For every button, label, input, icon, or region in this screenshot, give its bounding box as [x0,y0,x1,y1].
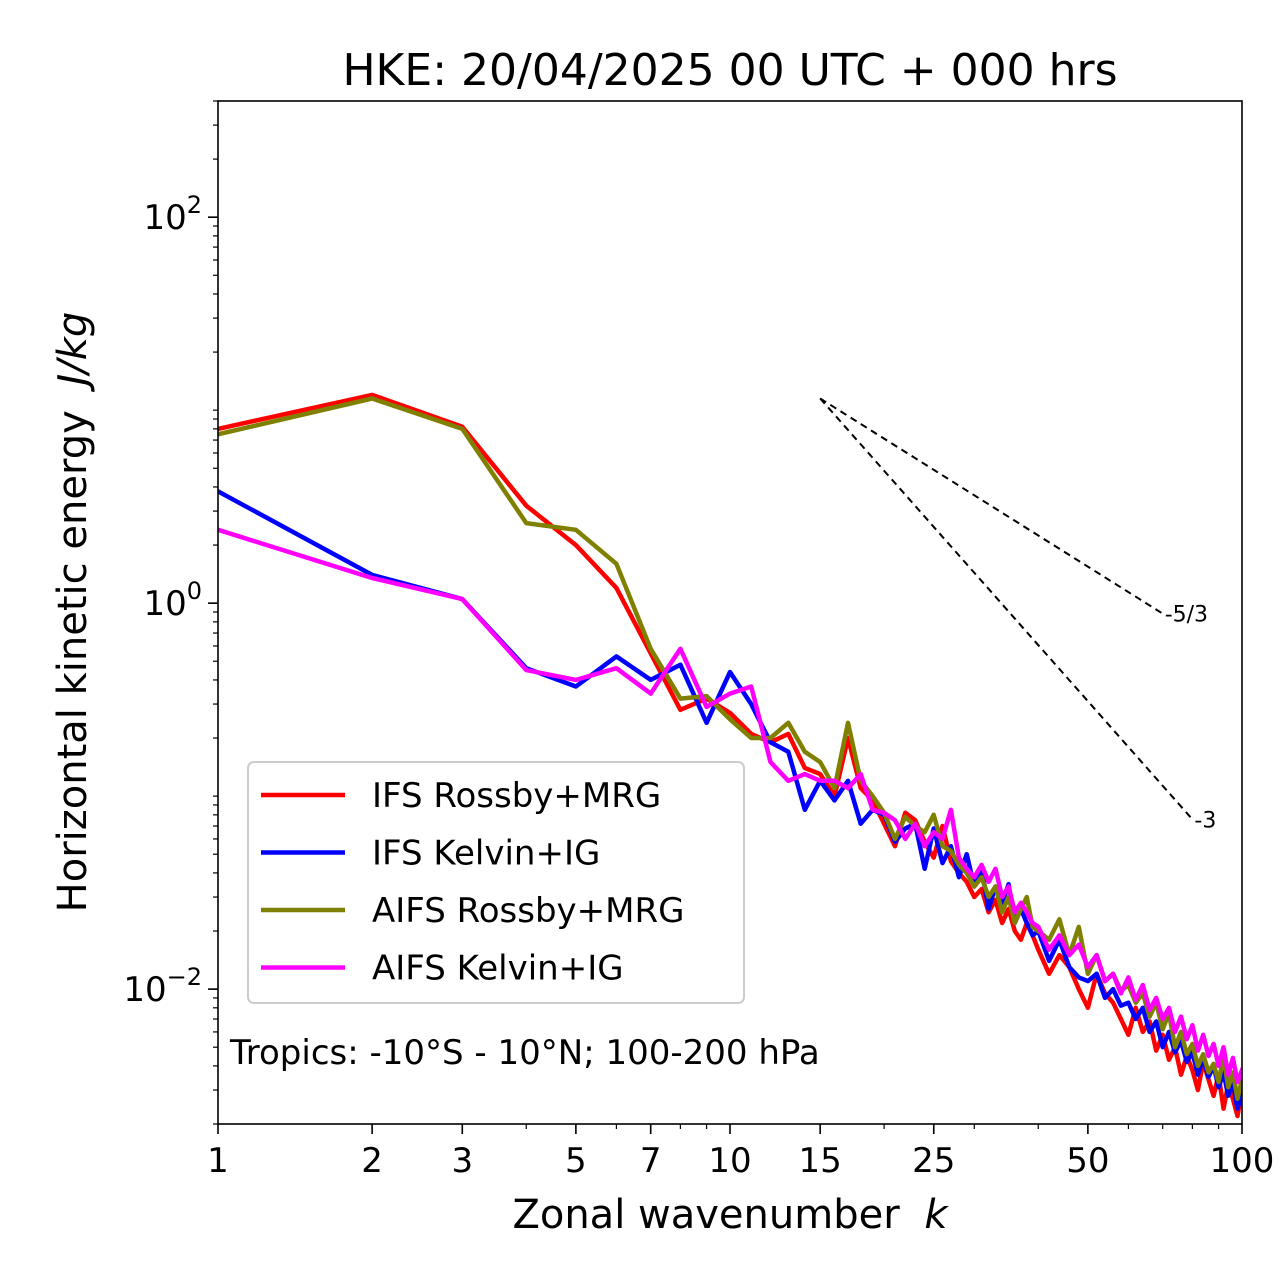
x-axis-label-text: Zonal wavenumber [512,1192,900,1238]
x-tick-label: 7 [640,1141,662,1181]
legend: IFS Rossby+MRG IFS Kelvin+IG AIFS Rossby+M… [247,761,745,1004]
reference-slope-line [819,397,1164,615]
legend-label: AIFS Rossby+MRG [372,891,684,931]
axis-ticks [208,100,1243,1134]
legend-label: IFS Kelvin+IG [372,834,600,874]
x-tick-label: 2 [361,1141,383,1181]
x-axis-label: Zonal wavenumber k [512,1192,949,1238]
y-axis-label-units: J/kg [50,312,96,393]
x-tick-label: 25 [912,1141,955,1181]
y-tick-label: 10−2 [123,963,202,1010]
x-tick-label: 15 [799,1141,842,1181]
x-tick-labels: 1 2 3 5 7 10 15 25 50 100 [207,1141,1274,1181]
reference-slope-label: -3 [1194,808,1216,833]
x-tick-label: 50 [1066,1141,1109,1181]
x-tick-label: 3 [451,1141,473,1181]
series-line [218,527,1242,1085]
legend-label: IFS Rossby+MRG [372,776,661,816]
x-tick-label: 100 [1210,1141,1275,1181]
x-tick-label: 10 [708,1141,751,1181]
series-lines [218,392,1242,1119]
legend-label: AIFS Kelvin+IG [372,949,624,989]
series-line [218,396,1242,1102]
y-tick-label: 102 [143,191,202,238]
y-axis-label-text: Horizontal kinetic energy [50,410,96,912]
chart-title: HKE: 20/04/2025 00 UTC + 000 hrs [342,45,1117,96]
region-annotation: Tropics: -10°S - 10°N; 100-200 hPa [229,1033,820,1073]
plot-frame [217,100,1243,1125]
reference-slope-line [819,397,1194,821]
x-tick-label: 1 [207,1141,229,1181]
y-tick-labels: 102 100 10−2 [123,191,202,1010]
x-axis-label-symbol: k [924,1192,949,1238]
series-line [218,392,1242,1119]
y-axis-label: Horizontal kinetic energy J/kg [50,312,96,913]
y-tick-label: 100 [143,577,202,624]
legend-box [247,761,745,1004]
reference-slope-label: -5/3 [1165,603,1208,628]
x-tick-label: 5 [565,1141,587,1181]
reference-slope-lines: -5/3 -3 [819,397,1216,833]
